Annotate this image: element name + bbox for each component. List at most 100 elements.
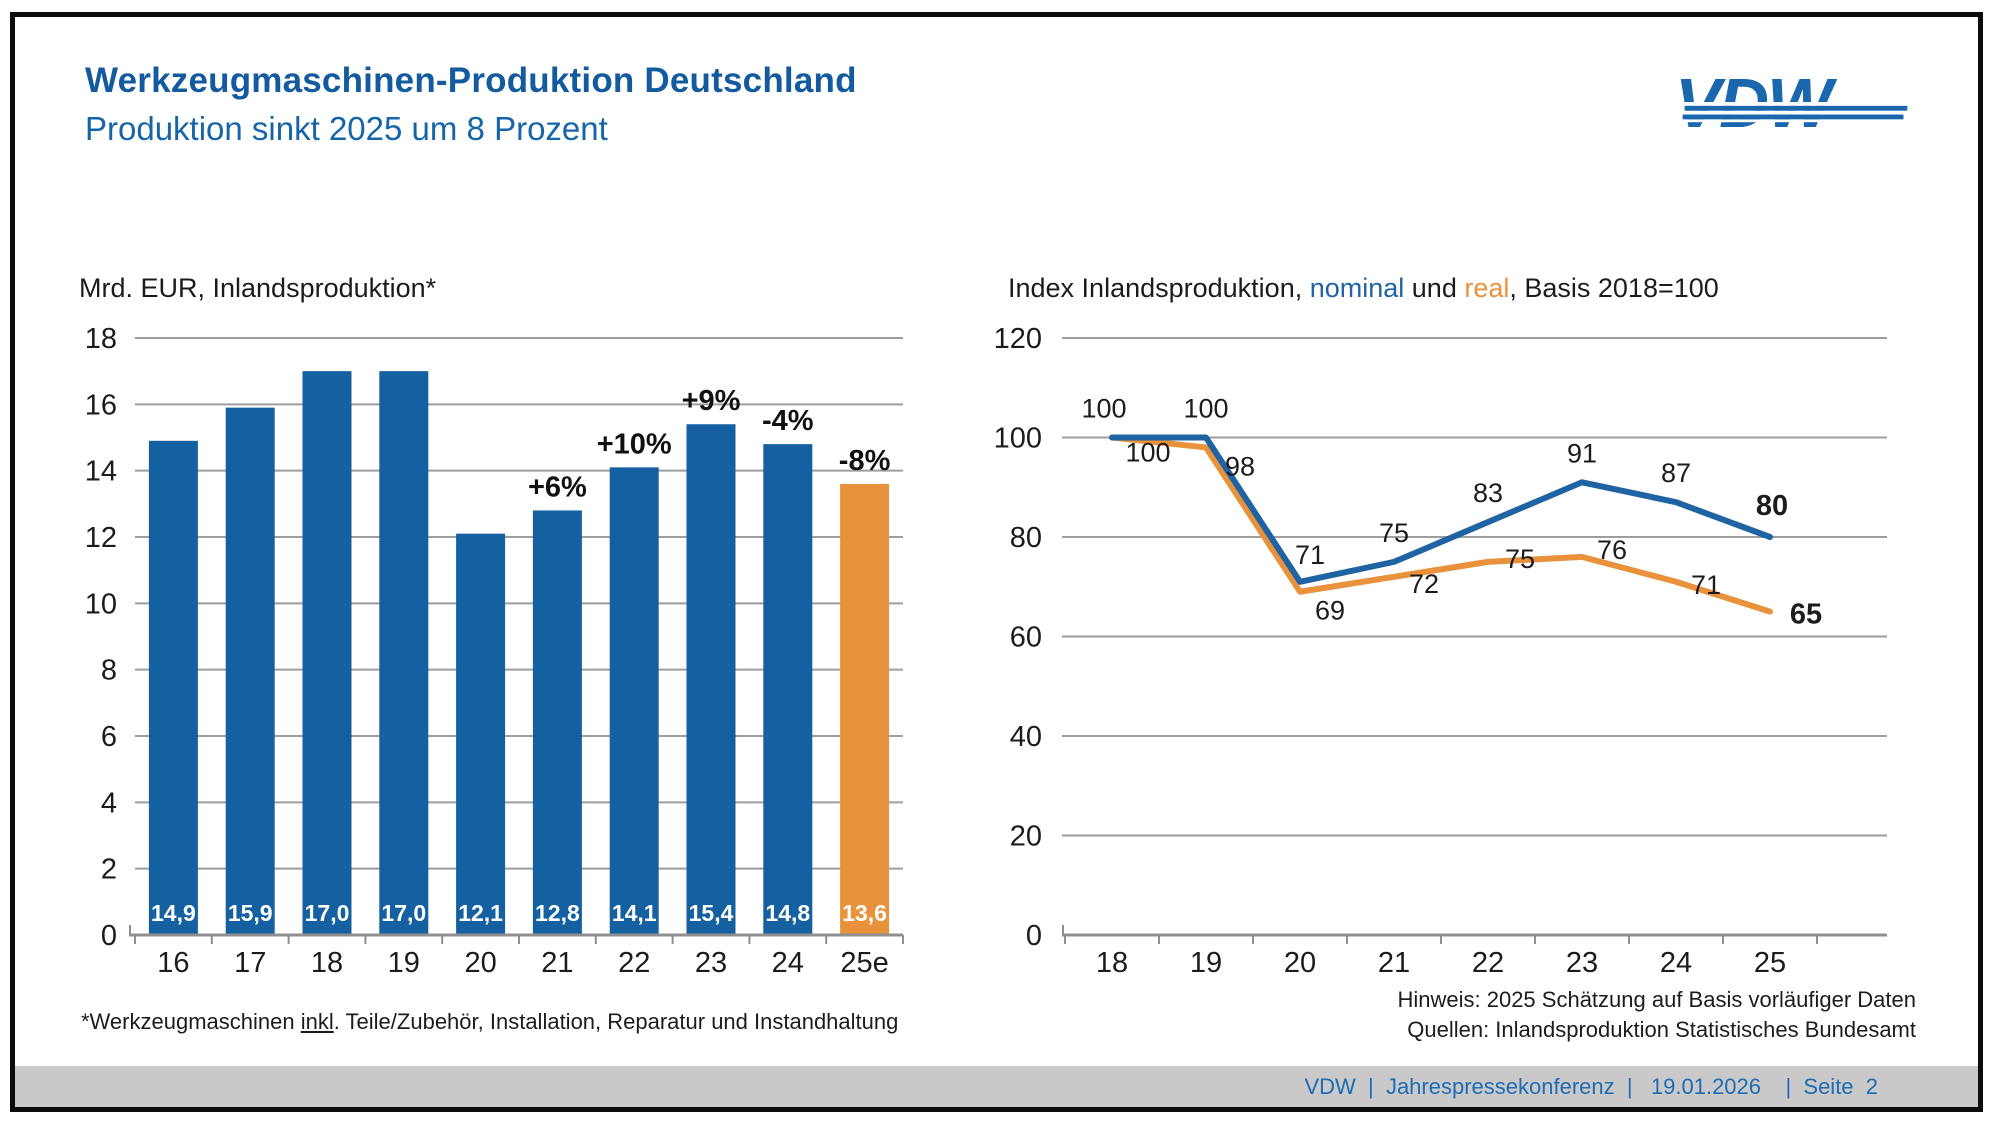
- svg-text:18: 18: [311, 947, 343, 979]
- svg-text:+9%: +9%: [682, 385, 741, 417]
- svg-text:87: 87: [1661, 458, 1691, 488]
- bar-y-axis-labels: 0 2 4 6 8 10 12 14 16 18: [85, 323, 117, 952]
- page-subtitle: Produktion sinkt 2025 um 8 Prozent: [85, 110, 608, 147]
- footnote-left: *Werkzeugmaschinen inkl. Teile/Zubehör, …: [81, 1009, 898, 1035]
- header: Werkzeugmaschinen-Produktion Deutschland…: [85, 61, 857, 148]
- svg-text:0: 0: [101, 920, 117, 952]
- logo-stripe-bar: [1682, 114, 1904, 120]
- svg-text:65: 65: [1790, 599, 1822, 631]
- bar-x-axis-labels: 16 17 18 19 20 21 22 23 24 25e: [157, 947, 889, 979]
- line-chart-title-suffix: , Basis 2018=100: [1509, 273, 1719, 303]
- footnote-left-post: . Teile/Zubehör, Installation, Reparatur…: [333, 1009, 899, 1034]
- svg-text:40: 40: [1010, 721, 1042, 753]
- logo-stripe-cut: [1675, 119, 1915, 123]
- svg-text:12,8: 12,8: [535, 900, 580, 926]
- legend-real: real: [1464, 273, 1510, 303]
- svg-text:2: 2: [101, 854, 117, 886]
- svg-text:100: 100: [1125, 438, 1170, 468]
- line-axis: [1062, 925, 1887, 944]
- svg-text:16: 16: [157, 947, 189, 979]
- svg-text:21: 21: [541, 947, 573, 979]
- line-series: [1109, 434, 1773, 615]
- svg-text:18: 18: [85, 323, 117, 355]
- bar-value-labels: 14,9 15,9 17,0 17,0 12,1 12,8 14,1 15,4 14,8 13,6: [151, 900, 887, 926]
- page-title: Werkzeugmaschinen-Produktion Deutschland: [85, 61, 857, 100]
- footer-text: VDW | Jahrespressekonferenz | 19.01.2026…: [1304, 1074, 1878, 1099]
- svg-text:14,1: 14,1: [612, 900, 657, 926]
- index-line-chart: 0 20 40 60 80 100 120 18 19 20 21 22 23 24 25 100 100 71 7…: [994, 323, 1887, 979]
- svg-text:69: 69: [1315, 596, 1345, 626]
- svg-text:14,8: 14,8: [765, 900, 810, 926]
- svg-text:19: 19: [388, 947, 420, 979]
- svg-text:72: 72: [1409, 569, 1439, 599]
- svg-text:-4%: -4%: [762, 405, 814, 437]
- vdw-logo: VDW: [1675, 67, 1915, 139]
- svg-text:20: 20: [464, 947, 496, 979]
- svg-text:80: 80: [1010, 522, 1042, 554]
- slide: Werkzeugmaschinen-Produktion Deutschland…: [10, 12, 1983, 1112]
- svg-text:75: 75: [1505, 544, 1535, 574]
- svg-text:22: 22: [1472, 947, 1504, 979]
- svg-text:24: 24: [772, 947, 804, 979]
- footnote-quellen: Quellen: Inlandsproduktion Statistisches…: [1407, 1017, 1916, 1042]
- svg-text:91: 91: [1567, 438, 1597, 468]
- footnotes-right: Hinweis: 2025 Schätzung auf Basis vorläu…: [1397, 985, 1916, 1045]
- svg-text:17,0: 17,0: [381, 900, 426, 926]
- svg-text:16: 16: [85, 389, 117, 421]
- svg-text:+6%: +6%: [528, 471, 587, 503]
- svg-text:22: 22: [618, 947, 650, 979]
- bars: [148, 371, 890, 936]
- line-chart-title-prefix: Index Inlandsproduktion,: [1008, 273, 1310, 303]
- svg-text:24: 24: [1660, 947, 1692, 979]
- svg-text:17: 17: [234, 947, 266, 979]
- svg-text:20: 20: [1010, 821, 1042, 853]
- svg-text:0: 0: [1026, 920, 1042, 952]
- svg-text:25e: 25e: [840, 947, 888, 979]
- svg-text:75: 75: [1379, 518, 1409, 548]
- svg-text:20: 20: [1284, 947, 1316, 979]
- svg-text:6: 6: [101, 721, 117, 753]
- line-x-axis-labels: 18 19 20 21 22 23 24 25: [1096, 947, 1786, 979]
- svg-text:18: 18: [1096, 947, 1128, 979]
- svg-text:10: 10: [85, 588, 117, 620]
- svg-text:17,0: 17,0: [305, 900, 350, 926]
- svg-text:19: 19: [1190, 947, 1222, 979]
- bar-pct-labels: +6% +10% +9% -4% -8%: [528, 385, 891, 503]
- svg-text:4: 4: [101, 787, 117, 819]
- svg-text:80: 80: [1756, 490, 1788, 522]
- logo-stripe-bar: [1684, 105, 1908, 111]
- bar-chart-title: Mrd. EUR, Inlandsproduktion*: [79, 273, 437, 303]
- line-y-axis-labels: 0 20 40 60 80 100 120: [994, 323, 1042, 952]
- svg-text:15,9: 15,9: [228, 900, 273, 926]
- svg-text:83: 83: [1473, 478, 1503, 508]
- footer-bar: VDW | Jahrespressekonferenz | 19.01.2026…: [15, 1066, 1978, 1107]
- svg-text:14: 14: [85, 456, 117, 488]
- line-chart-title: Index Inlandsproduktion, nominal und rea…: [1008, 273, 1719, 304]
- svg-text:76: 76: [1597, 535, 1627, 565]
- svg-text:71: 71: [1691, 570, 1721, 600]
- svg-text:100: 100: [1183, 394, 1228, 424]
- footnote-hinweis: Hinweis: 2025 Schätzung auf Basis vorläu…: [1397, 987, 1916, 1012]
- svg-text:98: 98: [1225, 451, 1255, 481]
- line-gridlines: [1062, 337, 1887, 837]
- footnote-left-pre: *Werkzeugmaschinen: [81, 1009, 301, 1034]
- svg-text:60: 60: [1010, 622, 1042, 654]
- logo-stripe-cut: [1675, 110, 1915, 115]
- logo-stripe-cut: [1675, 102, 1915, 106]
- footnote-left-underlined: inkl: [300, 1009, 334, 1034]
- svg-text:120: 120: [994, 323, 1042, 355]
- svg-text:100: 100: [1081, 394, 1126, 424]
- svg-text:-8%: -8%: [839, 445, 891, 477]
- svg-text:23: 23: [1566, 947, 1598, 979]
- svg-text:23: 23: [695, 947, 727, 979]
- svg-text:13,6: 13,6: [842, 900, 887, 926]
- line-chart-title-mid: und: [1404, 273, 1465, 303]
- svg-text:14,9: 14,9: [151, 900, 196, 926]
- svg-text:71: 71: [1295, 540, 1325, 570]
- svg-text:8: 8: [101, 655, 117, 687]
- legend-nominal: nominal: [1309, 273, 1405, 303]
- svg-text:15,4: 15,4: [689, 900, 734, 926]
